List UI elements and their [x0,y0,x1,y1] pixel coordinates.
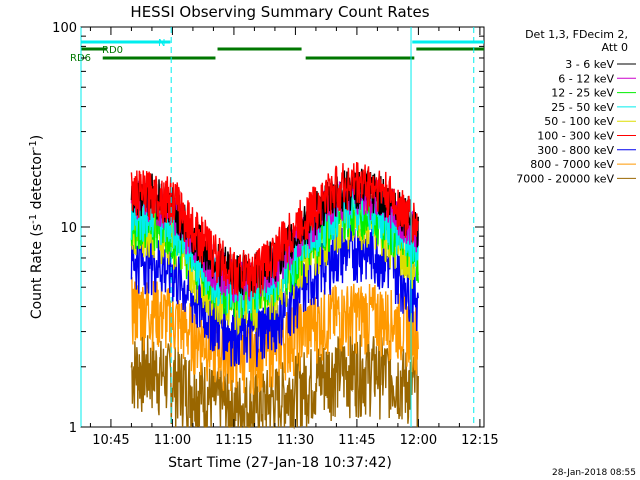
axis-ticks: 10:45 11:00 11:15 11:30 11:45 12:00 12:15 1 10 10… [52,21,498,448]
legend-label-0: 3 - 6 keV [565,58,614,71]
bar-label-rd0: RD0 [102,45,123,56]
x-tick-label-6: 12:15 [461,433,498,448]
observing-bars: NRD0RD6 [70,38,484,64]
y-axis-label-sup2: -1 [28,140,39,150]
x-tick-label-4: 11:45 [338,433,375,448]
series-line-8 [130,334,419,430]
legend-header-1: Att 0 [602,41,628,54]
series-line-5 [130,161,419,298]
series-6 [130,223,419,368]
legend-header-0: Det 1,3, FDecim 2, [525,28,628,41]
legend-label-3: 25 - 50 keV [551,101,614,114]
legend-label-2: 12 - 25 keV [551,87,614,100]
footer-date: 28-Jan-2018 08:55 [552,468,636,478]
y-axis-label-sup1: -1 [28,214,39,224]
plot-content [130,161,419,430]
legend-label-5: 100 - 300 keV [537,130,614,143]
series-8 [130,334,419,430]
x-tick-label-0: 10:45 [92,433,129,448]
y-tick-label-1: 10 [60,221,77,236]
legend-label-4: 50 - 100 keV [544,115,614,128]
legend-label-7: 800 - 7000 keV [530,158,614,171]
x-tick-label-1: 11:00 [154,433,191,448]
series-line-6 [130,223,419,368]
x-tick-label-2: 11:15 [215,433,252,448]
chart-title: HESSI Observing Summary Count Rates [130,3,429,21]
x-tick-label-5: 12:00 [400,433,437,448]
y-axis-label: Count Rate (s-1 detector-1) [28,135,45,319]
y-tick-label-2: 100 [52,21,77,36]
y-axis-label-main: Count Rate (s [29,224,45,319]
x-tick-label-3: 11:30 [277,433,314,448]
legend-label-6: 300 - 800 keV [537,144,614,157]
y-axis-label-mid: detector [29,150,45,214]
y-axis-label-end: ) [29,135,45,140]
x-axis-label: Start Time (27-Jan-18 10:37:42) [168,455,392,471]
legend-label-1: 6 - 12 keV [558,72,614,85]
legend-label-8: 7000 - 20000 keV [516,172,614,185]
series-5 [130,161,419,298]
y-tick-label-0: 1 [69,421,77,436]
bar-label-n: N [158,38,165,49]
